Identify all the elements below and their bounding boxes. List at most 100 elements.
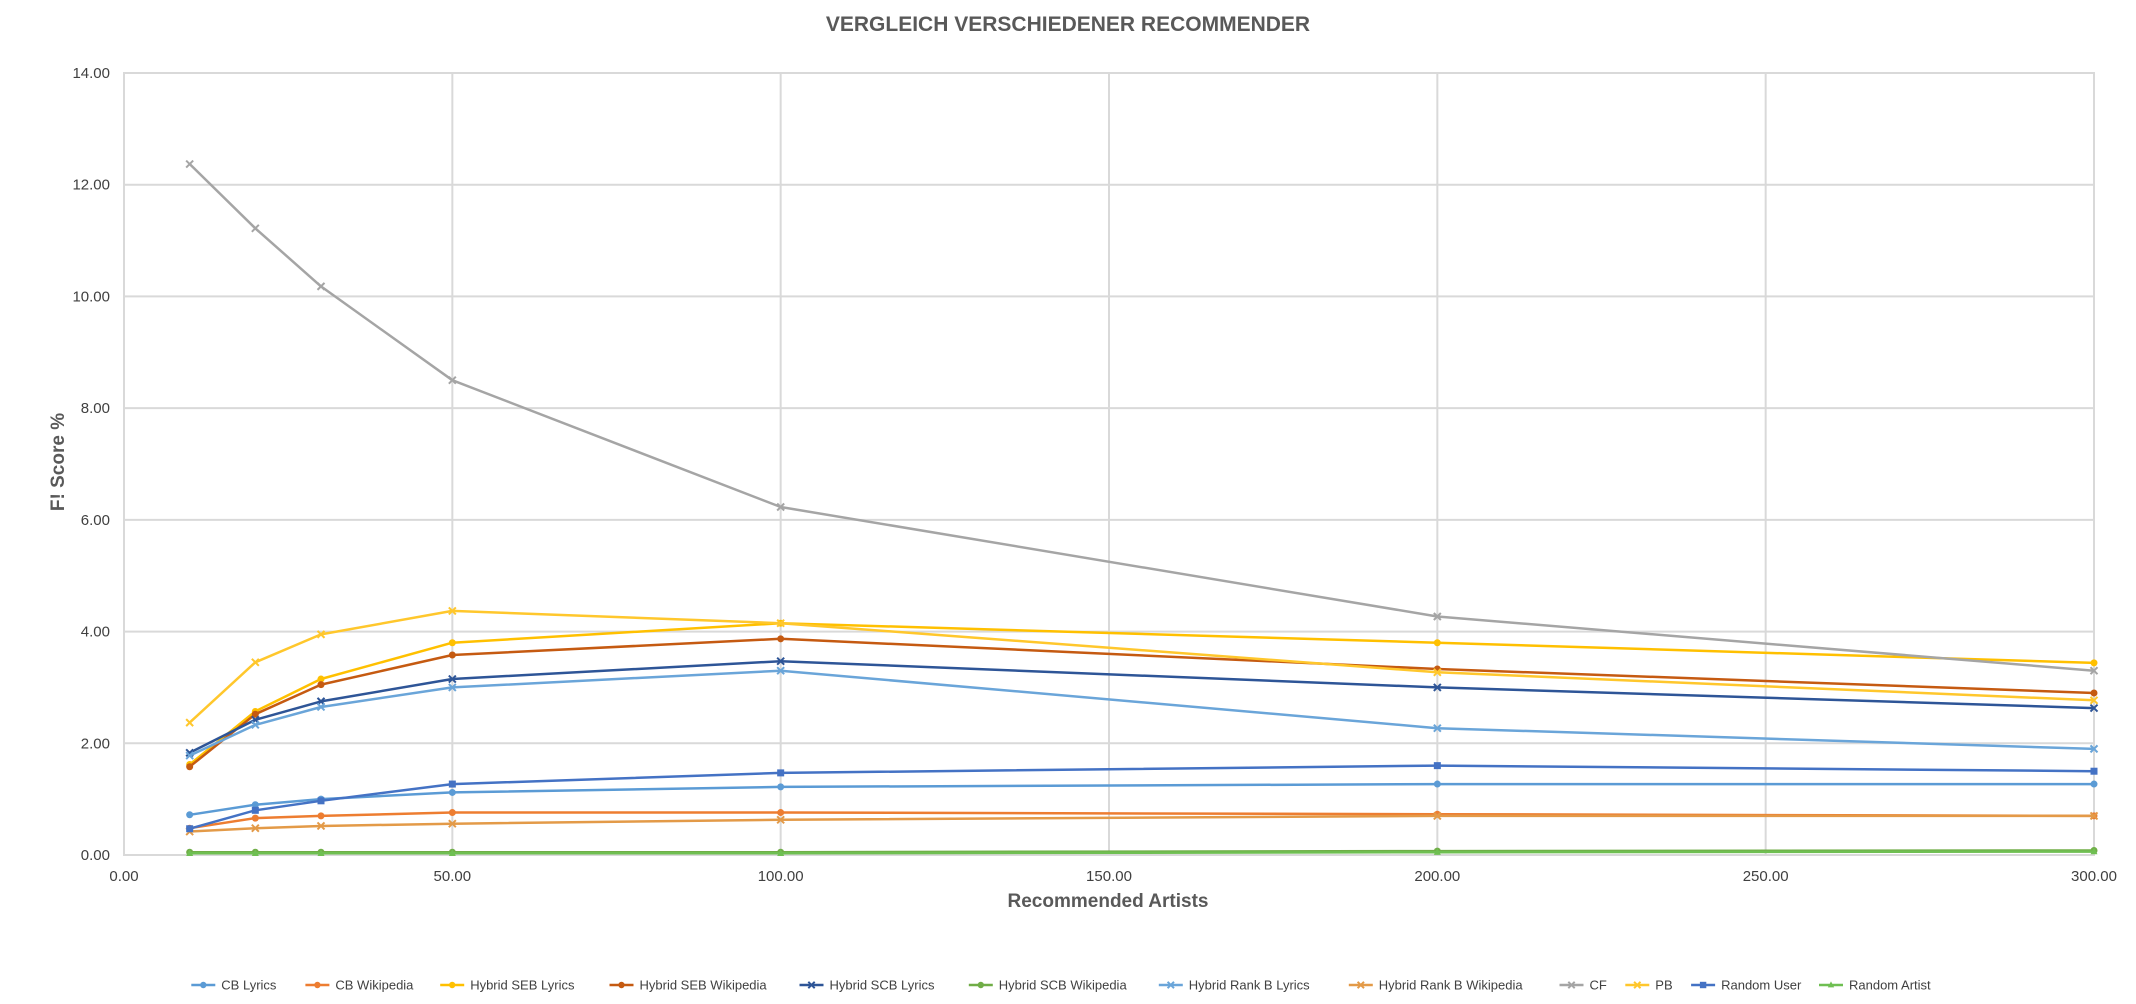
legend-item: Random Artist [1819,978,1931,993]
data-point [448,651,456,659]
series-10 [186,762,2098,833]
x-tick-label: 250.00 [1743,868,1789,885]
y-tick-label: 2.00 [81,735,110,752]
data-point [316,821,326,831]
legend: CB Lyrics CB Wikipedia Hybrid SEB Lyrics Hy… [191,978,1931,993]
y-tick-label: 8.00 [81,400,110,417]
data-point [776,666,785,675]
data-point [448,788,456,796]
legend-item: Hybrid Rank B Wikipedia [1348,978,1523,993]
legend-label: Hybrid SEB Lyrics [470,978,575,993]
data-point [776,618,785,628]
series-9 [185,606,2099,727]
data-point [448,849,456,856]
series-line [189,814,2094,833]
x-tick-label: 300.00 [2071,868,2117,885]
legend-label: Random Artist [1849,978,1931,993]
data-point [776,656,785,666]
data-point [251,658,260,667]
series-2 [186,619,2098,769]
axes: 0.00 2.00 4.00 6.00 8.00 10.00 12.00 14.00 0.00 5… [72,65,2116,885]
data-point [2090,659,2098,667]
y-tick-label: 12.00 [72,177,110,194]
data-point [317,681,325,689]
data-point [448,606,457,616]
data-point [1433,762,1441,770]
x-tick-label: 150.00 [1086,868,1132,885]
legend-label: Hybrid SCB Lyrics [830,978,935,993]
data-point [186,811,194,819]
data-point [185,159,194,169]
legend-marker [1356,981,1365,989]
series-1 [186,809,2098,832]
y-tick-label: 10.00 [72,288,110,305]
y-axis-label: F! Score % [48,413,69,511]
data-point [448,819,457,828]
data-point [251,224,260,233]
data-point [777,635,785,643]
data-point [777,849,785,856]
data-point [2090,780,2098,788]
series-6 [185,666,2099,760]
data-point [316,282,326,291]
legend-marker [977,981,984,989]
legend-label: Hybrid SCB Wikipedia [999,978,1128,993]
data-point [2089,666,2099,675]
data-point [251,720,260,730]
data-point [317,849,325,856]
x-tick-label: 50.00 [434,868,472,885]
data-point [448,376,457,385]
data-point [316,702,326,712]
legend-label: Hybrid SEB Wikipedia [640,978,768,993]
series-11 [186,847,2098,856]
data-point [1433,780,1441,788]
series-line [189,782,2094,817]
data-point [251,806,259,814]
data-point [2090,767,2098,775]
legend-item: Hybrid SCB Lyrics [799,978,935,993]
data-point [185,718,194,727]
legend-item: Random User [1691,978,1802,993]
data-point [776,502,785,512]
data-point [185,751,194,760]
data-point [1433,811,1442,821]
data-point [2089,696,2099,705]
data-point [1433,848,1441,855]
data-point [2089,811,2099,821]
series-4 [185,656,2099,757]
data-point [2090,847,2098,855]
data-point [317,812,325,820]
data-point [777,769,785,777]
legend-label: PB [1655,978,1672,993]
legend-label: CF [1590,978,1607,993]
legend-item: Hybrid SCB Wikipedia [968,978,1128,993]
x-tick-label: 100.00 [758,868,804,885]
data-point [316,630,326,639]
series-line [188,163,2095,672]
legend-marker [1633,981,1642,989]
series-line [188,609,2095,724]
data-point [2089,703,2099,713]
legend-marker [314,981,321,989]
data-point [2090,689,2098,697]
x-tick-label: 200.00 [1414,868,1460,885]
legend-marker [449,981,456,989]
data-point [448,639,456,647]
legend-marker [200,981,207,989]
data-point [186,849,194,856]
legend-item: CF [1559,978,1607,993]
series-line [189,764,2095,830]
data-point [1433,668,1442,677]
y-tick-label: 0.00 [81,847,110,864]
y-tick-label: 14.00 [72,65,110,82]
data-point [776,815,785,825]
grid [123,72,2095,856]
legend-item: CB Wikipedia [305,978,414,993]
chart-title: VERGLEICH VERSCHIEDENER RECOMMENDER [826,13,1310,36]
data-point [448,809,456,817]
data-point [1433,723,1442,733]
x-axis-label: Recommended Artists [1008,891,1209,912]
legend-item: PB [1625,978,1673,993]
